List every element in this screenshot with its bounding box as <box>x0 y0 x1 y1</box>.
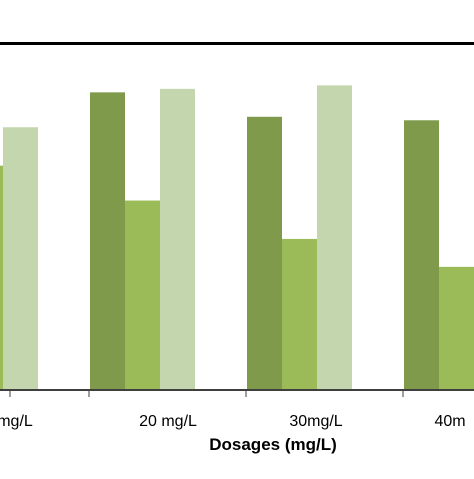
bar-series1-20mg/l <box>90 92 125 389</box>
bar-series2-20mg/l <box>125 200 160 389</box>
bar-series2-30mg/l <box>282 238 317 389</box>
x-tick-label-2: 30mg/L <box>289 413 342 430</box>
x-axis-title: Dosages (mg/L) <box>209 435 337 454</box>
bar-series3-30mg/l <box>317 85 352 390</box>
x-tick-label-1: 20 mg/L <box>139 413 197 430</box>
bar-series1-30mg/l <box>247 116 282 389</box>
bars-layer <box>0 85 474 390</box>
bar-series2-40mg/l <box>439 266 474 389</box>
plot-top-border <box>0 42 474 45</box>
x-axis-tick-labels: mg/L 20 mg/L 30mg/L 40m <box>0 413 466 430</box>
bar-series3-20mg/l <box>160 88 195 390</box>
x-tick-label-3: 40m <box>434 413 465 430</box>
bar-series3-10mg/l <box>3 127 38 389</box>
bar-series1-40mg/l <box>404 120 439 390</box>
x-axis-ticks <box>9 390 404 397</box>
bar-series2-10mg/l <box>0 165 3 389</box>
x-tick-label-0: mg/L <box>0 413 33 430</box>
